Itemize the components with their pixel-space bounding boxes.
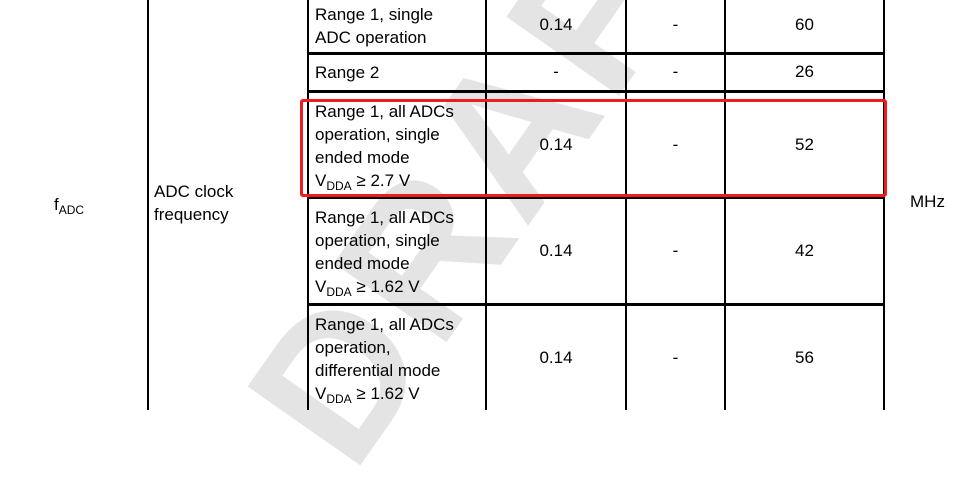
highlight-box	[300, 99, 887, 197]
column-divider	[147, 0, 149, 410]
row-divider	[307, 90, 885, 93]
conditions-cell: Range 1, all ADCs operation, differential …	[315, 313, 454, 405]
column-divider	[883, 0, 885, 410]
parameter-cell: ADC clock frequency	[154, 182, 234, 224]
min-value: 0.14	[539, 347, 573, 367]
table-row: Range 1, all ADCs operation, single ended …	[0, 95, 968, 196]
vdda-condition: VDDA ≥ 1.62 V	[315, 383, 420, 406]
table-row: Range 1, single ADC operation 0.14 - 60	[0, 0, 968, 52]
column-divider	[485, 0, 487, 410]
condition-line: differential mode	[315, 360, 441, 380]
symbol-cell: fADC	[54, 195, 85, 217]
max-value: 52	[795, 134, 814, 154]
row-divider	[307, 303, 885, 306]
condition-line: operation, single	[315, 230, 440, 250]
min-value: 0.14	[539, 134, 573, 154]
condition-line: operation,	[315, 337, 391, 357]
max-value: 26	[795, 61, 814, 81]
typ-value: -	[672, 61, 679, 81]
unit-cell: MHz	[910, 192, 945, 211]
table-row: Range 2 - - 26	[0, 55, 968, 90]
max-value: 56	[795, 347, 814, 367]
typ-value: -	[672, 347, 679, 367]
column-divider	[625, 0, 627, 410]
condition-line: Range 1, all ADCs	[315, 101, 454, 121]
condition-line: Range 2	[315, 63, 380, 82]
max-value: 42	[795, 240, 814, 260]
min-value: 0.14	[539, 240, 573, 260]
table-row: Range 1, all ADCs operation, single ended …	[0, 200, 968, 303]
condition-line: Range 1, single	[315, 5, 434, 24]
condition-line: Range 1, all ADCs	[315, 314, 454, 334]
condition-line: ended mode	[315, 253, 410, 273]
typ-value: -	[672, 15, 679, 34]
table-row: Range 1, all ADCs operation, differential …	[0, 307, 968, 410]
vdda-condition: VDDA ≥ 2.7 V	[315, 170, 411, 193]
vdda-condition: VDDA ≥ 1.62 V	[315, 276, 420, 299]
column-divider	[307, 0, 309, 410]
condition-line: ended mode	[315, 147, 410, 167]
max-value: 60	[795, 15, 814, 34]
conditions-cell: Range 1, all ADCs operation, single ended …	[315, 100, 454, 192]
typ-value: -	[672, 240, 679, 260]
row-divider	[307, 52, 885, 55]
condition-line: operation, single	[315, 124, 440, 144]
min-value: 0.14	[539, 15, 573, 34]
conditions-cell: Range 1, all ADCs operation, single ended …	[315, 206, 454, 298]
min-value: -	[553, 61, 559, 81]
conditions-cell: Range 1, single ADC operation	[315, 3, 433, 49]
column-divider	[724, 0, 726, 410]
typ-value: -	[672, 134, 679, 154]
condition-line: ADC operation	[315, 28, 427, 47]
condition-line: Range 1, all ADCs	[315, 207, 454, 227]
conditions-cell: Range 2	[315, 61, 379, 84]
row-divider	[307, 196, 885, 199]
